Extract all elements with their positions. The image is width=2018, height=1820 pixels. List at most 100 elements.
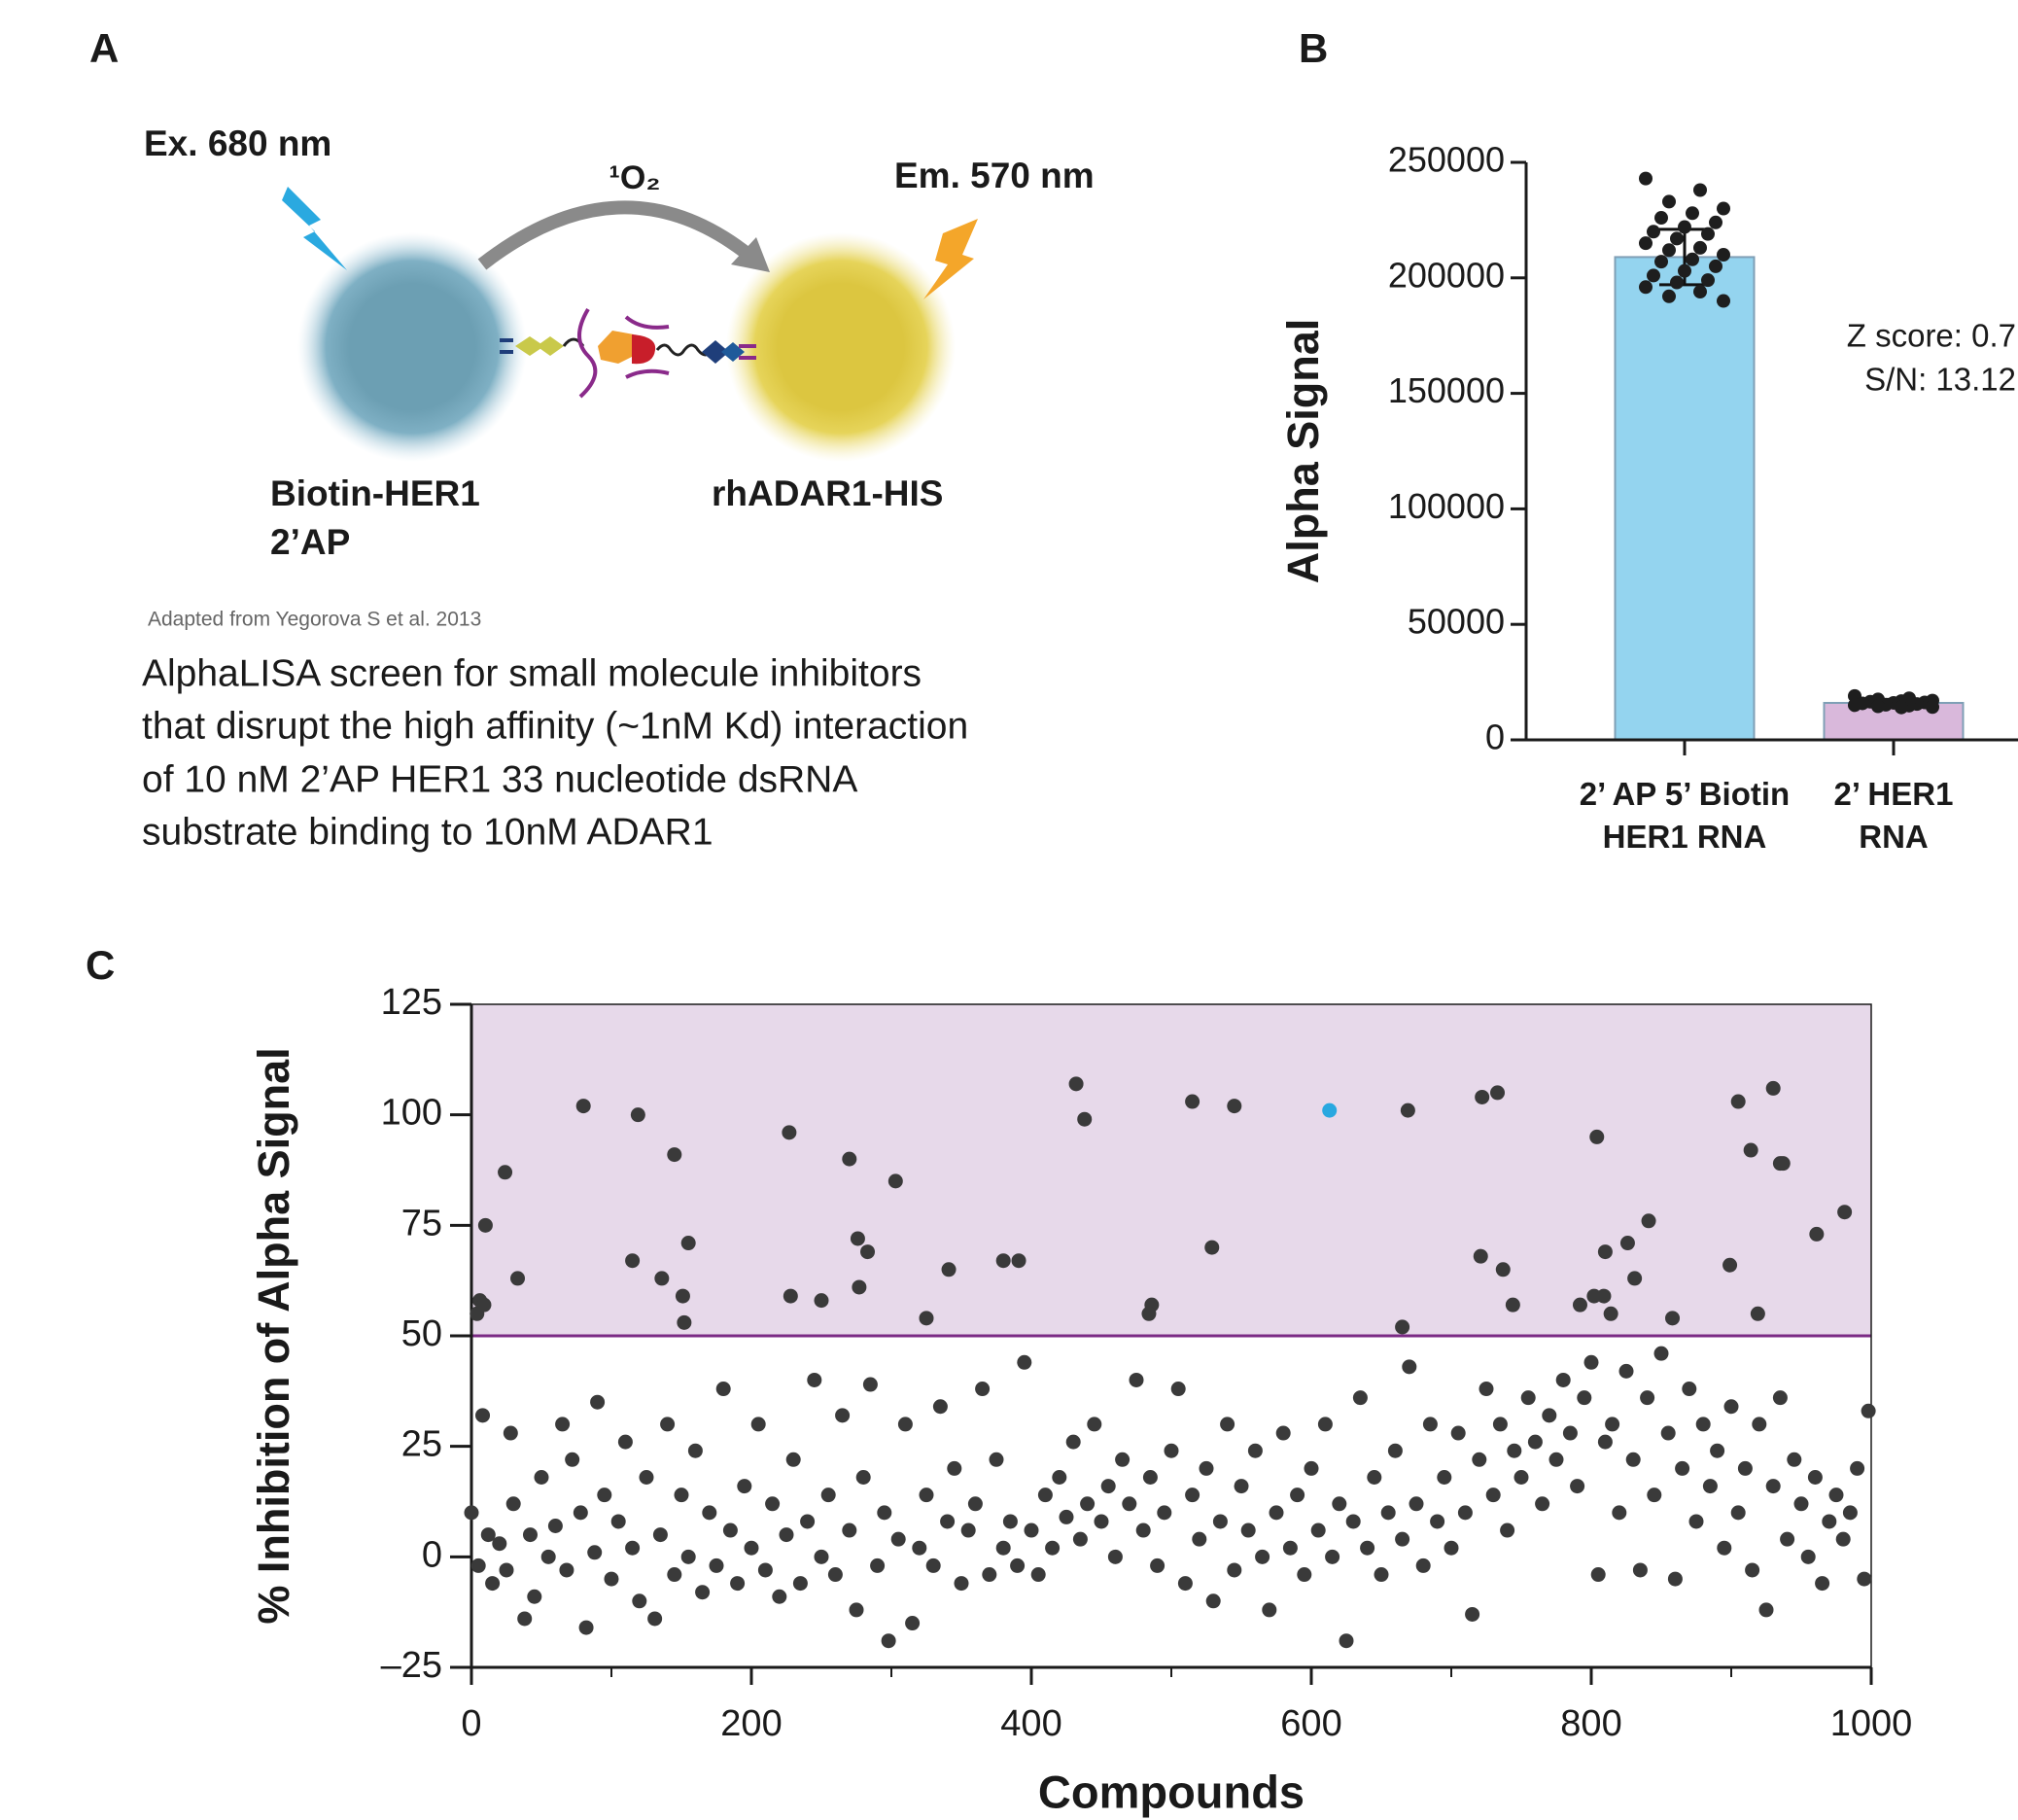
data-point (1686, 206, 1699, 221)
data-point (1339, 1633, 1354, 1649)
data-point (1437, 1469, 1452, 1485)
data-point (1490, 1085, 1506, 1101)
data-point (1332, 1496, 1347, 1512)
data-point (1780, 1531, 1795, 1547)
data-point (1660, 1425, 1676, 1441)
data-point (960, 1522, 976, 1538)
data-point (1059, 1509, 1074, 1524)
data-point (1787, 1452, 1802, 1467)
data-point (1639, 171, 1653, 186)
data-point (1570, 1479, 1585, 1494)
data-point (1647, 225, 1660, 239)
data-point (982, 1567, 997, 1583)
data-point (510, 1271, 526, 1286)
donor-label: 2’AP (270, 522, 350, 562)
data-point (632, 1593, 647, 1609)
data-point (1772, 1390, 1788, 1406)
data-point (772, 1589, 787, 1604)
data-point (1654, 211, 1668, 226)
data-point (1828, 1488, 1844, 1503)
data-point (1387, 1443, 1403, 1458)
data-point (1752, 1417, 1767, 1432)
emission-label: Em. 570 nm (894, 156, 1095, 195)
data-point (989, 1452, 1004, 1467)
data-point (1135, 1522, 1151, 1538)
y-tick-label: 125 (381, 982, 442, 1023)
data-point (1730, 1094, 1746, 1109)
x-tick-label: 2’ HER1 RNA (1833, 776, 1954, 855)
panel-label: B (1299, 25, 1328, 71)
data-point (1857, 1571, 1872, 1587)
panel-label: C (86, 942, 115, 988)
data-point (680, 1549, 696, 1564)
data-point (675, 1288, 690, 1304)
hit-region (471, 1004, 1871, 1336)
data-point (1589, 1129, 1605, 1144)
data-point (1678, 263, 1691, 278)
data-point (1297, 1567, 1312, 1583)
data-point (1702, 1479, 1718, 1494)
data-point (1017, 1354, 1032, 1370)
data-point (842, 1151, 857, 1167)
data-point (540, 1549, 556, 1564)
data-point (1177, 1576, 1193, 1592)
data-point (1100, 1479, 1116, 1494)
data-point (1360, 1540, 1375, 1556)
data-point (677, 1314, 692, 1330)
data-point (1475, 1089, 1490, 1104)
data-point (1269, 1505, 1284, 1521)
data-point (912, 1540, 927, 1556)
data-point (1395, 1319, 1410, 1335)
annotation: S/N: 13.12 (1864, 362, 2016, 398)
data-point (1647, 1488, 1662, 1503)
data-point (842, 1522, 857, 1538)
data-point (547, 1519, 563, 1534)
donor-label: Biotin-HER1 (270, 473, 480, 513)
data-point (1122, 1496, 1137, 1512)
data-point (954, 1576, 969, 1592)
data-point (1444, 1540, 1459, 1556)
data-point (575, 1099, 591, 1114)
data-point (1045, 1540, 1061, 1556)
data-point (1129, 1372, 1144, 1387)
data-point (709, 1558, 724, 1573)
data-point (1077, 1111, 1093, 1127)
data-point (1542, 1408, 1557, 1423)
data-point (1682, 1382, 1697, 1397)
oxygen-label: ¹O₂ (609, 159, 661, 196)
data-point (470, 1558, 486, 1573)
data-point (625, 1540, 641, 1556)
data-point (1625, 1452, 1641, 1467)
data-point (617, 1434, 633, 1450)
data-point (1400, 1102, 1415, 1118)
data-point (1640, 1390, 1655, 1406)
citation: Adapted from Yegorova S et al. 2013 (148, 609, 481, 631)
data-point (505, 1496, 521, 1512)
data-point (1837, 1205, 1853, 1220)
data-point (1199, 1460, 1214, 1476)
data-point (1822, 1514, 1837, 1529)
data-point (925, 1558, 941, 1573)
data-point (855, 1469, 871, 1485)
data-point (881, 1633, 896, 1649)
data-point (667, 1567, 682, 1583)
data-point (730, 1576, 746, 1592)
data-point (1290, 1488, 1305, 1503)
data-point (1422, 1417, 1438, 1432)
data-point (1717, 1540, 1732, 1556)
data-point (1701, 227, 1715, 241)
data-point (1170, 1382, 1186, 1397)
data-point (1395, 1531, 1410, 1547)
data-point (1627, 1271, 1643, 1286)
data-point (1450, 1425, 1466, 1441)
description-line: AlphaLISA screen for small molecule inhi… (142, 652, 922, 694)
data-point (1374, 1567, 1389, 1583)
data-point (785, 1452, 801, 1467)
data-point (610, 1514, 626, 1529)
data-point (1507, 1443, 1522, 1458)
data-point (1317, 1417, 1333, 1432)
data-point (1693, 240, 1707, 255)
data-point (647, 1611, 663, 1627)
data-point (590, 1394, 606, 1410)
